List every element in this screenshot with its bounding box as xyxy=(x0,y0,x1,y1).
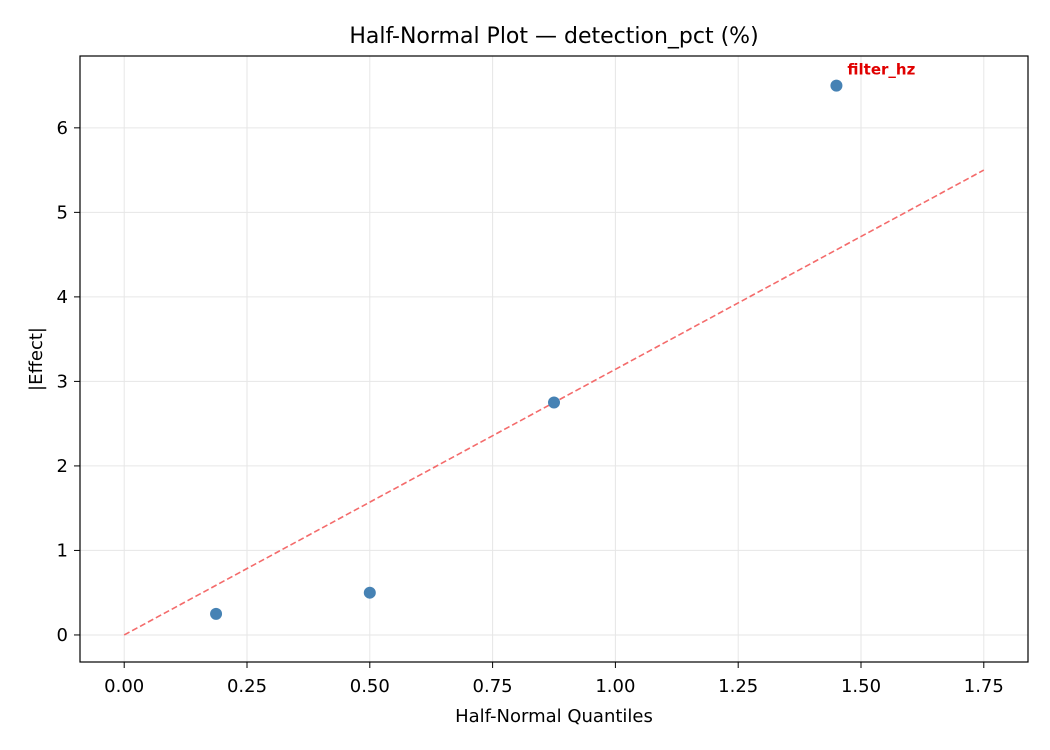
y-axis-ticks: 0 1 2 3 4 5 6 xyxy=(57,118,80,646)
y-tick-label: 5 xyxy=(57,202,68,223)
data-point xyxy=(210,607,223,620)
x-tick-label: 1.00 xyxy=(595,676,635,697)
y-tick-label: 2 xyxy=(57,456,68,477)
point-annotation: filter_hz xyxy=(847,61,915,79)
x-tick-label: 0.75 xyxy=(473,676,513,697)
x-tick-label: 1.25 xyxy=(718,676,758,697)
y-axis-label: |Effect| xyxy=(26,327,47,391)
x-tick-label: 1.50 xyxy=(841,676,881,697)
y-tick-label: 1 xyxy=(57,540,68,561)
y-tick-label: 3 xyxy=(57,371,68,392)
chart-title: Half-Normal Plot — detection_pct (%) xyxy=(349,24,758,49)
data-point xyxy=(830,79,843,92)
y-tick-label: 6 xyxy=(57,118,68,139)
x-tick-label: 0.25 xyxy=(227,676,267,697)
grid xyxy=(80,56,1028,662)
x-tick-label: 0.00 xyxy=(104,676,144,697)
y-tick-label: 0 xyxy=(57,625,68,646)
data-point xyxy=(548,396,560,409)
x-axis-ticks: 0.00 0.25 0.50 0.75 1.00 1.25 1.50 1.75 xyxy=(104,662,1004,697)
x-tick-label: 0.50 xyxy=(350,676,390,697)
data-points xyxy=(210,79,843,620)
y-tick-label: 4 xyxy=(57,287,68,308)
data-point xyxy=(363,586,376,599)
annotations: filter_hz xyxy=(847,61,915,79)
x-axis-label: Half-Normal Quantiles xyxy=(455,706,653,727)
x-tick-label: 1.75 xyxy=(964,676,1004,697)
plot-frame xyxy=(79,55,1029,663)
